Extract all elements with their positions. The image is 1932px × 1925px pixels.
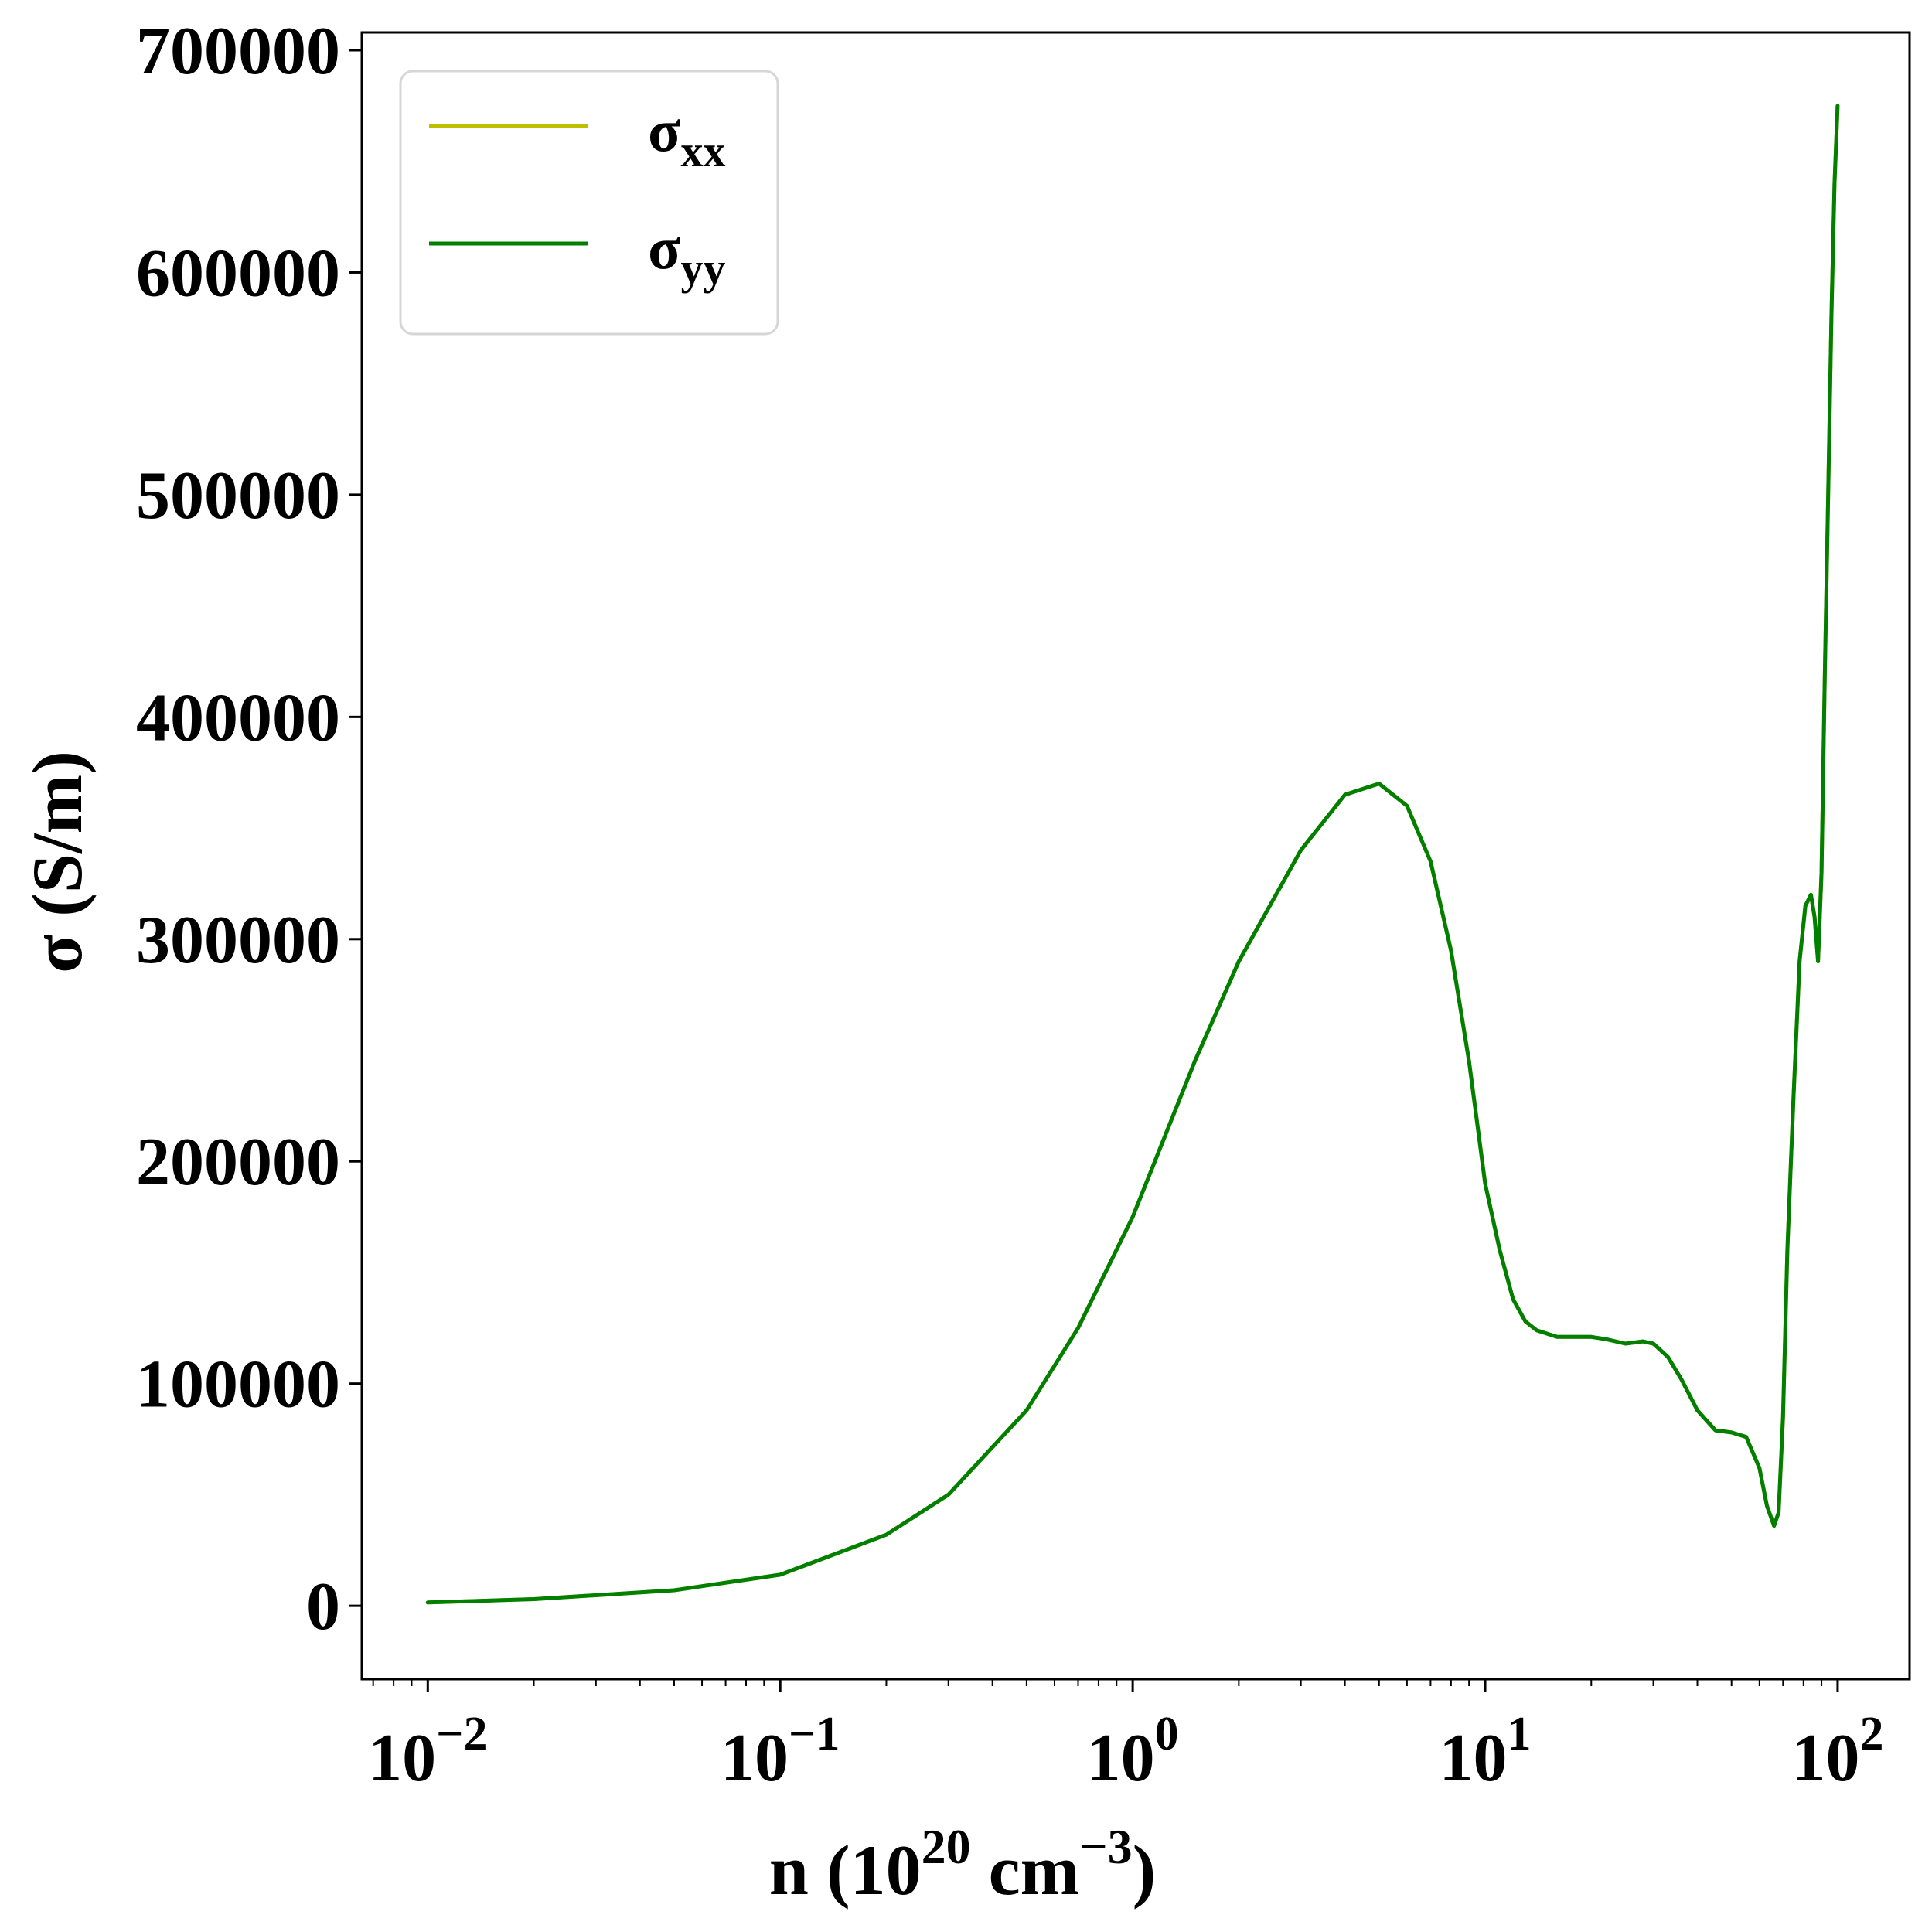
x-tick-label-0.1: 10−1: [721, 1708, 840, 1796]
x-tick-label-1: 100: [1087, 1708, 1179, 1796]
y-tick-label-400000: 400000: [136, 680, 340, 755]
x-tick-label-exponent: 0: [1155, 1708, 1179, 1760]
x-tick-label-base: 10: [368, 1721, 436, 1796]
x-tick-label-100: 102: [1791, 1708, 1883, 1796]
y-tick-label-0: 0: [306, 1569, 340, 1644]
x-axis-label-base: n (10: [769, 1831, 922, 1910]
y-tick-label-500000: 500000: [136, 458, 340, 533]
y-tick-label-600000: 600000: [136, 236, 340, 311]
x-tick-label-exponent: 2: [1859, 1708, 1883, 1760]
x-tick-label-10: 101: [1440, 1708, 1532, 1796]
y-tick-label-700000: 700000: [136, 14, 340, 89]
x-axis-label-mid: cm: [971, 1831, 1079, 1910]
x-axis-label-end: ): [1133, 1831, 1157, 1910]
x-tick-label-base: 10: [1440, 1721, 1508, 1796]
y-axis: 0 100000 200000 300000 400000 500000 600000 700…: [136, 14, 362, 1644]
y-axis-label: σ (S/m): [18, 751, 97, 973]
x-axis-label-sup1: 20: [922, 1819, 971, 1874]
series-line-sigma-yy: [425, 104, 1840, 1605]
x-tick-label-base: 10: [1087, 1721, 1155, 1796]
legend-label-sigma-yy-base: σ: [648, 214, 680, 281]
legend-label-sigma-yy: σyy: [648, 214, 725, 294]
legend-label-sigma-yy-sub: yy: [680, 244, 725, 294]
y-tick-label-200000: 200000: [136, 1125, 340, 1200]
plot-frame: [360, 31, 1911, 1681]
x-tick-label-0.01: 10−2: [368, 1708, 487, 1796]
legend-label-sigma-xx: σxx: [648, 97, 725, 176]
legend-box: [399, 70, 779, 336]
legend: σxx σyy: [399, 70, 779, 336]
y-tick-label-300000: 300000: [136, 903, 340, 978]
legend-label-sigma-xx-sub: xx: [680, 126, 725, 176]
x-tick-label-exponent: 1: [1508, 1708, 1532, 1760]
legend-label-sigma-xx-base: σ: [648, 97, 680, 164]
x-tick-label-exponent: −2: [436, 1708, 487, 1760]
x-axis-label: n (1020 cm−3): [769, 1819, 1156, 1910]
series-layer: [425, 104, 1840, 1605]
y-tick-label-100000: 100000: [136, 1348, 340, 1422]
x-tick-label-exponent: −1: [789, 1708, 840, 1760]
x-tick-label-base: 10: [721, 1721, 789, 1796]
x-axis: 10−2 10−1 100 101 102: [368, 1679, 1883, 1796]
x-axis-label-sup2: −3: [1079, 1819, 1132, 1874]
x-tick-label-base: 10: [1791, 1721, 1859, 1796]
